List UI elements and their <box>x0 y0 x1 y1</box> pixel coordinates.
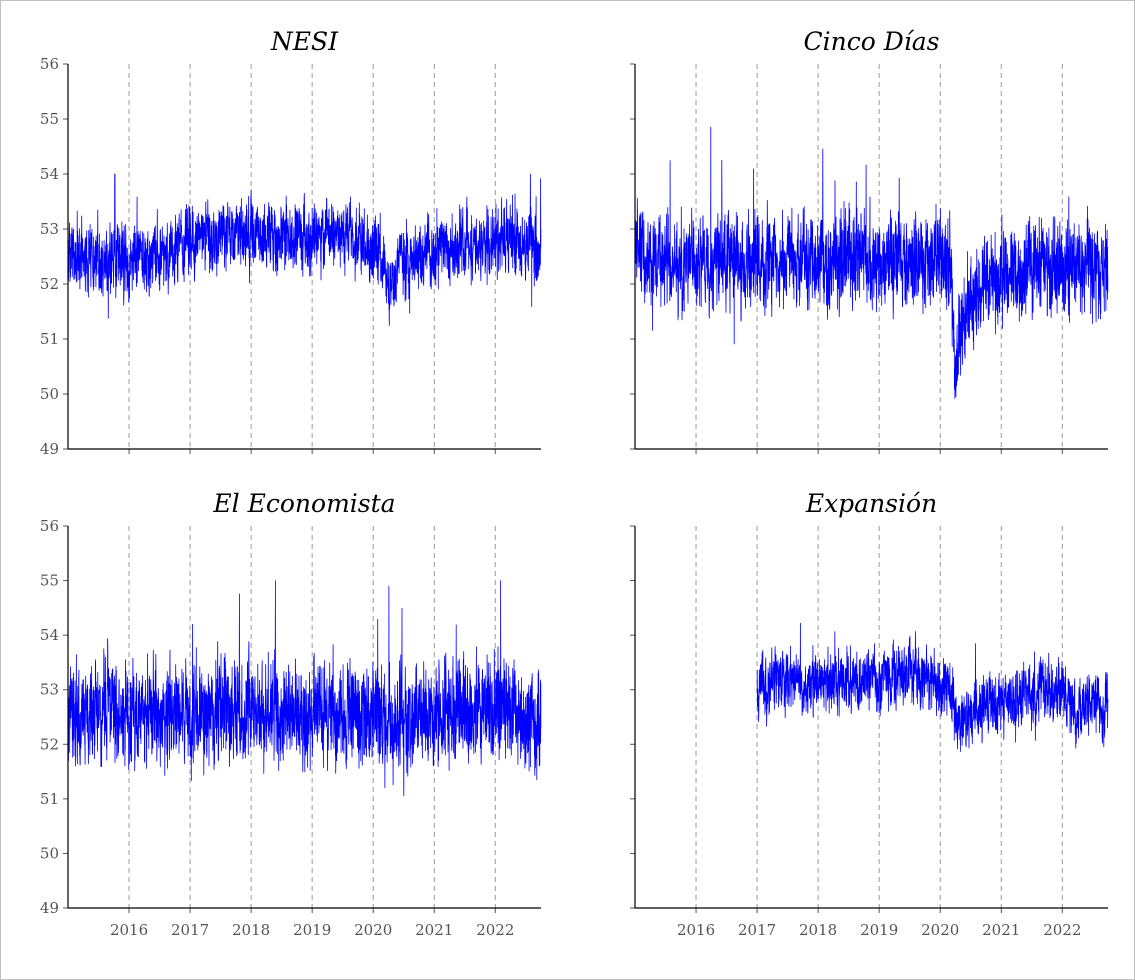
y-tick-label-51: 51 <box>40 790 59 808</box>
series-line <box>67 173 542 326</box>
x-tick-label-2021: 2021 <box>982 921 1020 939</box>
y-tick-label-50: 50 <box>40 844 59 862</box>
x-tick-label-2022: 2022 <box>1043 921 1081 939</box>
x-tick-label-2018: 2018 <box>799 921 837 939</box>
panel-title: NESI <box>270 27 339 56</box>
y-tick-label-55: 55 <box>40 110 59 128</box>
panel-title: Expansión <box>805 489 937 518</box>
x-tick-label-2016: 2016 <box>677 921 715 939</box>
panel-4: 2016 2017 2018 2019 2020 2021 2022 Expansión <box>630 489 1109 939</box>
y-tick-label-56: 56 <box>40 517 59 535</box>
x-tick-label-2019: 2019 <box>860 921 898 939</box>
x-tick-label-2017: 2017 <box>171 921 209 939</box>
x-tick-label-2021: 2021 <box>415 921 453 939</box>
y-tick-label-53: 53 <box>40 220 59 238</box>
y-tick-label-56: 56 <box>40 55 59 73</box>
panel-title: El Economista <box>212 489 395 518</box>
panel-1: 49 50 51 52 53 54 55 56 NESI <box>40 27 542 458</box>
x-tick-label-2019: 2019 <box>293 921 331 939</box>
y-tick-label-52: 52 <box>40 275 59 293</box>
x-tick-label-2016: 2016 <box>110 921 148 939</box>
series-line <box>67 580 542 797</box>
y-tick-label-54: 54 <box>40 165 59 183</box>
x-tick-label-2020: 2020 <box>921 921 959 939</box>
y-tick-label-51: 51 <box>40 330 59 348</box>
y-tick-label-52: 52 <box>40 735 59 753</box>
panel-2: Cinco Días <box>630 27 1109 454</box>
x-tick-label-2020: 2020 <box>354 921 392 939</box>
series-line <box>634 126 1109 400</box>
x-tick-label-2022: 2022 <box>476 921 514 939</box>
y-tick-label-49: 49 <box>40 899 59 917</box>
y-tick-label-49: 49 <box>40 440 59 458</box>
y-tick-label-54: 54 <box>40 626 59 644</box>
panel-3: 2016 2017 2018 2019 2020 2021 2022 49 50 51 52 53 54… <box>40 489 542 939</box>
y-tick-label-53: 53 <box>40 681 59 699</box>
x-tick-label-2018: 2018 <box>232 921 270 939</box>
x-tick-label-2017: 2017 <box>738 921 776 939</box>
series-line <box>756 622 1109 752</box>
y-tick-label-50: 50 <box>40 385 59 403</box>
panel-title: Cinco Días <box>804 27 940 56</box>
y-tick-label-55: 55 <box>40 572 59 590</box>
